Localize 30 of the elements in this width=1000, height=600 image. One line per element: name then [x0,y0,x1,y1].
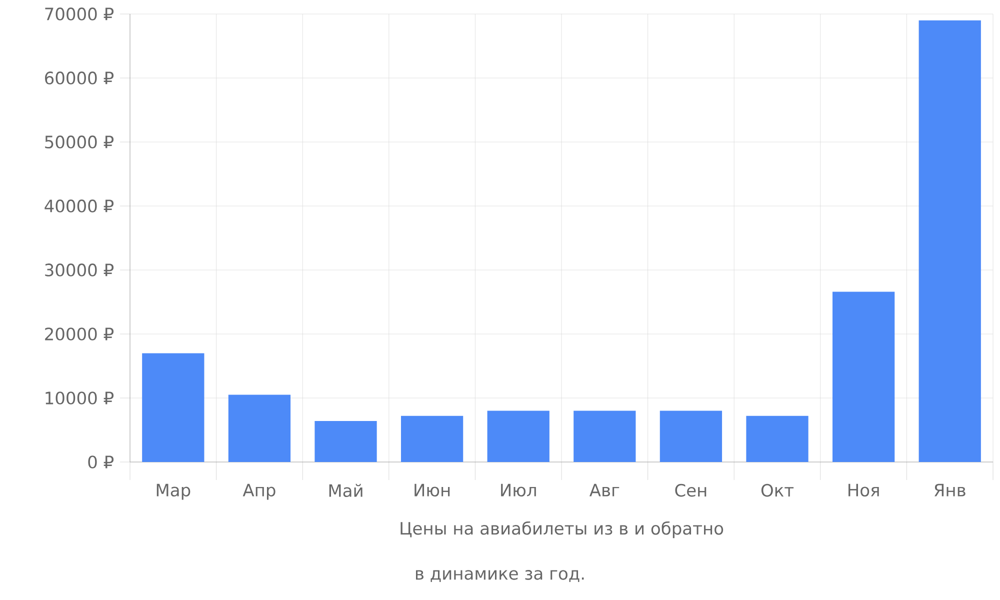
bar [574,410,636,462]
x-tick-label: Авг [589,484,620,496]
x-tick-label: Янв [934,484,966,496]
x-axis-title: Цены на авиабилеты из в и обратно [400,521,724,538]
x-tick-label: Май [329,484,362,498]
bar [142,353,204,462]
y-tick-label: 60000 ₽ [45,72,114,84]
x-tick-label: Июл [501,484,536,496]
bar [832,292,895,462]
bar [314,421,377,462]
y-tick-label: 30000 ₽ [45,264,114,276]
y-tick-label: 40000 ₽ [44,200,114,212]
bar [400,416,464,462]
bar [918,20,981,462]
x-tick-label: Окт [761,484,794,497]
x-tick-label: Сен [675,484,706,497]
x-tick-label: Ноя [848,484,879,496]
y-tick-label: 10000 ₽ [46,392,114,404]
x-tick-label: Апр [242,484,276,500]
y-tick-label: 0 ₽ [88,456,114,468]
y-tick-label: 20000 ₽ [45,328,114,340]
x-tick-label: Июн [414,484,450,496]
bar [487,410,550,462]
bar [746,416,808,462]
bar [660,410,722,462]
text: в динамике за год. [416,570,584,582]
x-tick-label: Мар [156,484,190,500]
bar [228,394,291,462]
y-tick-label: 50000 ₽ [45,136,114,148]
y-tick-label: 70000 ₽ [45,8,114,20]
